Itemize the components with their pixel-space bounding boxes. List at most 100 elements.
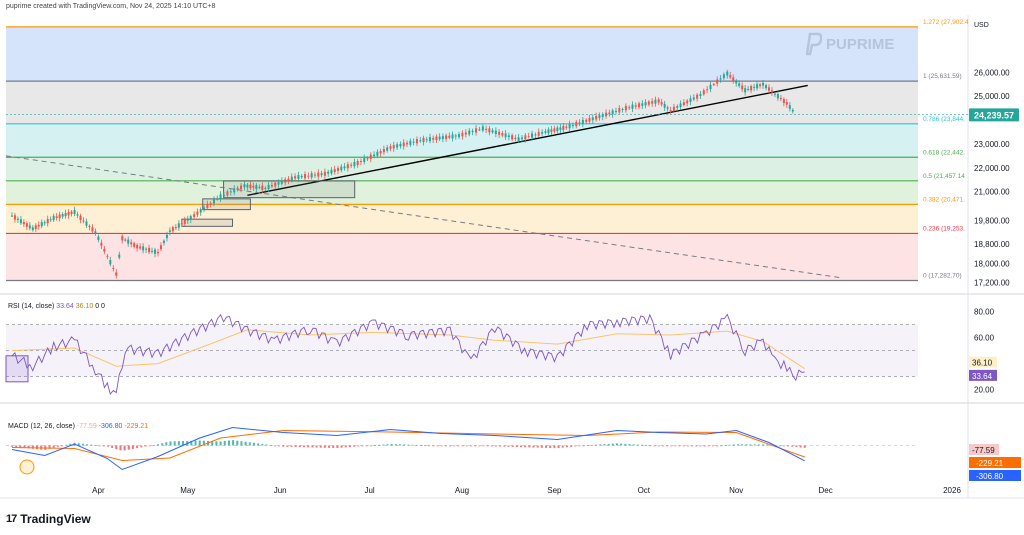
candle-body <box>392 145 395 149</box>
rsi-value-label: 33.64 <box>972 372 993 381</box>
candle-body <box>346 164 349 169</box>
candle-body <box>350 164 353 166</box>
macd-histogram-bar <box>294 445 297 448</box>
macd-histogram-bar <box>198 440 201 446</box>
macd-histogram-bar <box>457 445 460 447</box>
candle-body <box>738 83 741 86</box>
tradingview-logo-icon: 17 <box>6 513 17 525</box>
candle-body <box>556 127 559 131</box>
candle-body <box>585 119 588 122</box>
candle-body <box>618 108 621 113</box>
rsi-legend-value: 33.64 <box>56 303 75 310</box>
candle-body <box>340 166 343 171</box>
candle-body <box>504 133 507 138</box>
time-axis-label: Jun <box>274 486 287 495</box>
candle-body <box>382 148 385 153</box>
macd-histogram-bar <box>219 441 222 446</box>
tradingview-logo[interactable]: 17 TradingView <box>6 512 91 526</box>
macd-histogram-bar <box>703 445 706 447</box>
candle-body <box>193 214 196 217</box>
trend-line <box>247 84 808 196</box>
candle-body <box>280 180 283 184</box>
macd-histogram-bar <box>507 445 510 447</box>
candle-body <box>52 215 55 221</box>
macd-histogram-bar <box>136 445 139 449</box>
fib-level-label: 0.236 (19,253. <box>923 225 965 232</box>
consolidation-box <box>181 218 234 227</box>
candle-body <box>363 157 366 163</box>
macd-histogram-bar <box>215 441 218 446</box>
macd-histogram-bar <box>378 444 381 446</box>
macd-histogram-bar <box>624 443 627 446</box>
candle-body <box>274 182 277 187</box>
macd-histogram-bar <box>340 445 343 448</box>
candle-body <box>343 166 346 169</box>
candle-body <box>428 137 431 142</box>
macd-histogram-bar <box>641 444 644 446</box>
candle-body <box>719 78 722 80</box>
candle-body <box>246 184 249 188</box>
candle-body <box>130 242 133 245</box>
candle-body <box>212 199 215 204</box>
candle-body <box>337 168 340 171</box>
candle-body <box>34 225 37 230</box>
macd-histogram-bar <box>140 445 143 448</box>
consolidation-box <box>223 180 356 199</box>
candle-body <box>10 215 13 217</box>
candle-body <box>106 255 109 257</box>
candle-body <box>498 131 501 135</box>
macd-histogram-bar <box>657 445 660 447</box>
candle-body <box>154 249 157 254</box>
macd-histogram-bar <box>799 445 802 448</box>
candle-body <box>399 143 402 147</box>
macd-histogram-bar <box>728 444 731 446</box>
macd-histogram-bar <box>323 445 326 448</box>
macd-histogram-bar <box>35 445 38 450</box>
macd-histogram-bar <box>528 445 531 448</box>
macd-legend-signal: -229.21 <box>124 423 148 430</box>
candle-body <box>67 212 70 216</box>
candle-body <box>402 142 405 147</box>
macd-histogram-bar <box>344 445 347 448</box>
candle-body <box>647 101 650 105</box>
macd-histogram-bar <box>599 444 602 446</box>
candle-body <box>376 151 379 156</box>
macd-histogram-bar <box>741 444 744 446</box>
macd-histogram-bar <box>10 445 13 447</box>
macd-histogram-bar <box>444 445 447 447</box>
candle-body <box>716 79 719 84</box>
macd-histogram-bar <box>699 445 702 447</box>
macd-histogram-bar <box>720 445 723 447</box>
candle-body <box>287 178 290 181</box>
candle-body <box>696 94 699 99</box>
macd-histogram-bar <box>165 442 168 446</box>
current-price-label: 24,239.57 <box>974 110 1014 120</box>
candle-body <box>534 134 537 136</box>
macd-histogram-bar <box>628 444 631 446</box>
candle-body <box>353 161 356 167</box>
candle-body <box>313 174 316 176</box>
macd-histogram-bar <box>390 444 393 446</box>
rsi-ma-line <box>11 329 805 370</box>
candle-body <box>13 215 16 220</box>
candle-body <box>571 125 574 127</box>
candle-body <box>747 88 750 90</box>
candle-body <box>112 267 115 269</box>
macd-histogram-bar <box>173 441 176 446</box>
candle-body <box>103 248 106 252</box>
candle-body <box>16 218 19 220</box>
candle-body <box>676 106 679 109</box>
candle-body <box>624 105 627 111</box>
macd-histogram-bar <box>565 445 568 448</box>
candle-body <box>598 115 601 119</box>
macd-histogram-bar <box>365 445 368 447</box>
price-tick-label: 21,000.00 <box>974 188 1010 197</box>
macd-histogram-bar <box>557 445 560 449</box>
candle-body <box>422 137 425 143</box>
price-tick-label: 18,800.00 <box>974 240 1010 249</box>
macd-histogram-bar <box>244 441 247 446</box>
macd-histogram-bar <box>778 445 781 447</box>
candle-body <box>451 134 454 139</box>
macd-histogram-bar <box>762 444 765 446</box>
